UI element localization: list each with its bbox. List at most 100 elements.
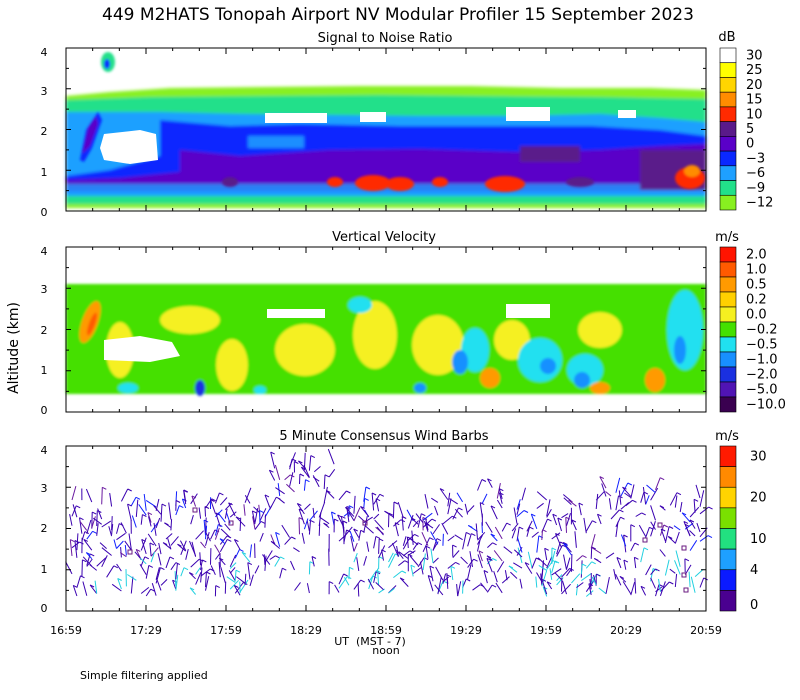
wind-barb-flag [623, 534, 628, 538]
wind-barb [348, 567, 350, 580]
wind-barb [170, 536, 179, 546]
wind-barb [650, 521, 656, 537]
wind-colorbar-swatch [719, 486, 737, 509]
wind-barb [516, 503, 521, 515]
y-axis-label: Altitude (km) [6, 302, 22, 394]
wind-barb [175, 505, 180, 516]
wind-barb-flag [247, 562, 253, 566]
wind-barb [513, 562, 523, 569]
wind-barb [630, 542, 636, 552]
wind-barb [496, 499, 503, 509]
wind-barb [511, 528, 517, 539]
wind-barb [353, 553, 358, 563]
wind-barb-flag [557, 517, 563, 521]
wind-barb [101, 487, 103, 505]
wind-barb [116, 532, 126, 541]
wind-barb [343, 529, 347, 543]
wind-barb [689, 519, 696, 529]
wind-barb [218, 562, 221, 578]
wind-barb [323, 474, 326, 490]
wind-barb [249, 574, 254, 587]
wind-barb-flag [655, 568, 660, 572]
vv-colorbar-label: 1.0 [746, 263, 767, 278]
xtick-1929: 19:29 [450, 624, 482, 637]
wind-barb [308, 561, 311, 575]
wind-barb [343, 577, 350, 586]
wind-barb [537, 557, 548, 567]
wind-barb [452, 507, 459, 520]
wind-barb [69, 513, 73, 526]
wind-barb-flag [211, 498, 216, 502]
wind-barb [526, 526, 530, 537]
calm-wind-marker [683, 587, 689, 593]
wind-barb-flag [394, 522, 400, 526]
wind-barb-flag [490, 533, 496, 537]
wind-barb-flag [379, 493, 385, 497]
wind-barb-flag [164, 522, 169, 526]
wind-barb [356, 557, 360, 571]
wind-barb [576, 555, 583, 562]
wind-barb [397, 501, 404, 518]
wind-barb-flag [421, 513, 426, 517]
snr-colorbar-label: −6 [746, 166, 765, 181]
wind-barb [269, 496, 277, 510]
wind-barb [298, 460, 305, 469]
wind-barb-flag [206, 571, 211, 575]
wind-barb [526, 520, 533, 532]
wind-barb [576, 582, 584, 589]
wind-barb [89, 564, 98, 571]
wind-barb [429, 565, 434, 582]
wind-barb-flag [275, 531, 280, 535]
wind-barb [145, 565, 150, 579]
wind-barb [524, 562, 533, 574]
wind-barb [374, 519, 384, 531]
wind-barb [481, 493, 488, 504]
wind-barb [234, 582, 244, 594]
wind-barb [640, 586, 647, 596]
wind-barb [94, 580, 98, 594]
wind-barb [561, 513, 569, 519]
wind-barb-flag [360, 579, 365, 583]
snr-colorbar-label: −12 [746, 196, 773, 211]
wind-barb [377, 568, 380, 586]
wind-barb [477, 479, 483, 491]
wind-barb [303, 518, 309, 530]
wind-barb-flag [375, 535, 381, 539]
wind-barb-flag [632, 499, 637, 503]
wind-barb [449, 498, 458, 505]
wind-barb [581, 573, 592, 582]
snr-y-ticks: 4 3 2 1 0 [41, 46, 48, 219]
wind-barb-flag [334, 518, 339, 522]
wind-barb-flag [117, 578, 122, 581]
wind-barb [74, 540, 78, 558]
wind-barb [694, 568, 704, 577]
wind-barb [674, 560, 681, 575]
wind-barb [89, 584, 98, 594]
wind-barb-flag [343, 573, 348, 577]
wind-barb [402, 536, 407, 546]
wind-barb [536, 535, 540, 553]
wind-barb [403, 550, 411, 557]
wind-barb [516, 510, 525, 517]
wind-barb [434, 505, 439, 516]
wind-barb-flag [499, 492, 504, 496]
wind-barb-flag [360, 505, 365, 509]
calm-wind-marker [642, 537, 648, 543]
snr-colorbar-swatch [719, 47, 737, 64]
vv-ytick-4: 4 [41, 245, 48, 258]
wind-barb [540, 573, 543, 586]
wind-barb-flag [408, 553, 413, 557]
wind-barb [635, 512, 642, 517]
wind-barb [477, 531, 486, 541]
wind-barb [605, 577, 610, 594]
wind-barb [190, 514, 194, 525]
wind-barb [86, 519, 92, 534]
xtick-2059: 20:59 [690, 624, 722, 637]
vv-colorbar-swatch [719, 351, 737, 368]
xtick-1759: 17:59 [210, 624, 242, 637]
wind-barb [393, 519, 402, 527]
wind-barb-flag [408, 537, 414, 541]
wind-units: m/s [715, 429, 739, 444]
wind-barb-flag [345, 506, 350, 510]
wind-barb [530, 513, 538, 529]
